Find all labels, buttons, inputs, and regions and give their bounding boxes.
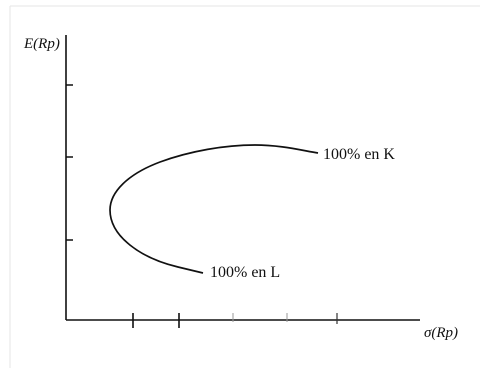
y-axis-label: E(Rp) bbox=[24, 36, 60, 52]
portfolio-curve bbox=[109, 144, 319, 274]
annotation-100-percent-k: 100% en K bbox=[323, 146, 395, 163]
annotation-100-percent-l: 100% en L bbox=[210, 264, 281, 281]
x-axis-label: σ(Rp) bbox=[424, 325, 459, 341]
